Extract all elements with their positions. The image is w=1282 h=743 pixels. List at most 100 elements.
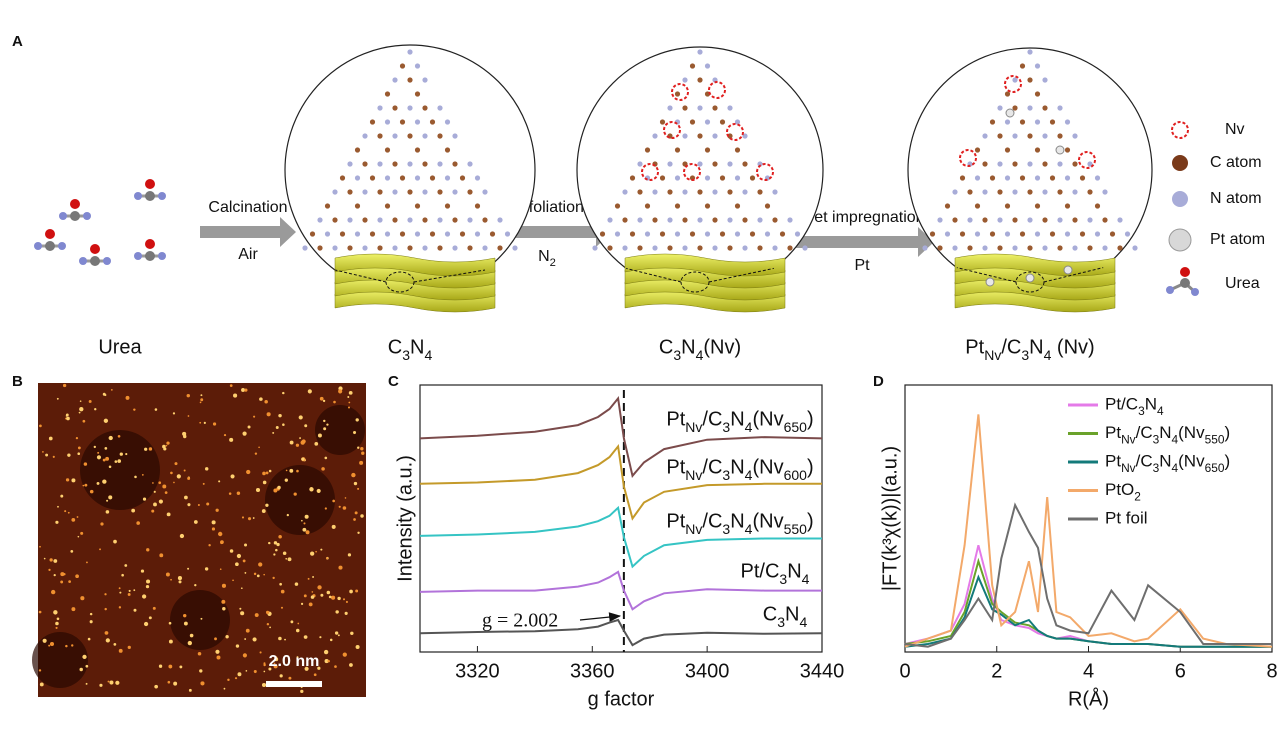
lattice-atom	[317, 245, 322, 250]
lattice-atom	[1102, 217, 1107, 222]
bright-spot	[83, 485, 85, 487]
bright-spot	[355, 511, 358, 514]
bright-spot	[188, 641, 192, 645]
atom	[134, 192, 142, 200]
lattice-atom	[445, 175, 450, 180]
lattice-atom	[1020, 175, 1025, 180]
arrow-label: Pt	[854, 257, 870, 274]
lattice-atom	[765, 231, 770, 236]
bright-spot	[200, 394, 202, 396]
legend-label: Nv	[1225, 121, 1245, 138]
bright-spot	[335, 610, 338, 613]
bright-spot	[71, 644, 73, 646]
lattice-atom	[362, 245, 367, 250]
lattice-atom	[675, 175, 680, 180]
bright-spot	[187, 394, 190, 397]
bright-spot	[301, 457, 304, 460]
lattice-atom	[377, 217, 382, 222]
lattice-atom	[937, 245, 942, 250]
lattice-atom	[937, 217, 942, 222]
bright-spot	[235, 562, 239, 566]
lattice-atom	[415, 63, 420, 68]
bright-spot	[200, 681, 204, 685]
lattice-atom	[645, 231, 650, 236]
bright-spot	[315, 551, 317, 553]
bright-spot	[297, 623, 299, 625]
bright-spot	[355, 590, 358, 593]
lattice-atom	[1027, 217, 1032, 222]
lattice-atom	[1072, 133, 1077, 138]
lattice-atom	[475, 203, 480, 208]
lattice-atom	[607, 245, 612, 250]
lattice-atom	[1117, 245, 1122, 250]
bright-spot	[353, 518, 356, 521]
lattice-atom	[422, 77, 427, 82]
bright-spot	[159, 499, 163, 503]
bright-spot	[299, 415, 303, 419]
lattice-atom	[705, 231, 710, 236]
lattice-atom	[415, 203, 420, 208]
bright-spot	[194, 584, 196, 586]
bright-spot	[68, 512, 70, 514]
bright-spot	[255, 452, 257, 454]
atom	[158, 192, 166, 200]
atom	[70, 211, 80, 221]
lattice-atom	[705, 119, 710, 124]
lattice-atom	[355, 147, 360, 152]
bright-spot	[141, 569, 144, 572]
bright-spot	[258, 562, 262, 566]
bright-spot	[332, 500, 335, 503]
lattice-atom	[377, 161, 382, 166]
legend-label: Pt foil	[1105, 508, 1148, 527]
lattice-atom	[325, 231, 330, 236]
lattice-atom	[407, 49, 412, 54]
bright-spot	[263, 671, 265, 673]
bright-spot	[79, 407, 83, 411]
lattice-atom	[400, 175, 405, 180]
lattice-atom	[490, 231, 495, 236]
bright-spot	[253, 416, 255, 418]
step-label: C3N4	[388, 336, 433, 362]
bright-spot	[108, 495, 112, 499]
bright-spot	[104, 608, 106, 610]
bright-spot	[83, 420, 86, 423]
lattice-atom	[682, 77, 687, 82]
lattice-atom	[1042, 105, 1047, 110]
bright-spot	[357, 532, 359, 534]
lattice-atom	[1050, 119, 1055, 124]
bright-spot	[218, 532, 222, 536]
bright-spot	[306, 530, 310, 534]
bright-spot	[119, 587, 121, 589]
bright-spot	[206, 502, 209, 505]
bright-spot	[153, 607, 156, 610]
bright-spot	[301, 440, 305, 444]
atom	[90, 256, 100, 266]
atom	[45, 241, 55, 251]
bright-spot	[103, 459, 106, 462]
dark-region	[170, 590, 230, 650]
atom	[145, 239, 155, 249]
lattice-atom	[1125, 231, 1130, 236]
bright-spot	[224, 688, 226, 690]
bright-spot	[349, 590, 353, 594]
lattice-atom	[1042, 245, 1047, 250]
lattice-atom	[637, 217, 642, 222]
lattice-atom	[772, 245, 777, 250]
bright-spot	[272, 577, 274, 579]
bright-spot	[244, 638, 246, 640]
lattice-atom	[772, 217, 777, 222]
bright-spot	[268, 542, 270, 544]
bright-spot	[273, 488, 277, 492]
bright-spot	[273, 553, 275, 555]
lattice-atom	[355, 231, 360, 236]
bright-spot	[338, 566, 342, 570]
bright-spot	[338, 634, 340, 636]
x-tick-label: 3400	[685, 660, 730, 682]
bright-spot	[78, 446, 81, 449]
bright-spot	[222, 607, 225, 610]
bright-spot	[48, 645, 50, 647]
lattice-atom	[982, 161, 987, 166]
bright-spot	[151, 510, 154, 513]
atom	[134, 252, 142, 260]
process-arrow	[790, 227, 934, 257]
